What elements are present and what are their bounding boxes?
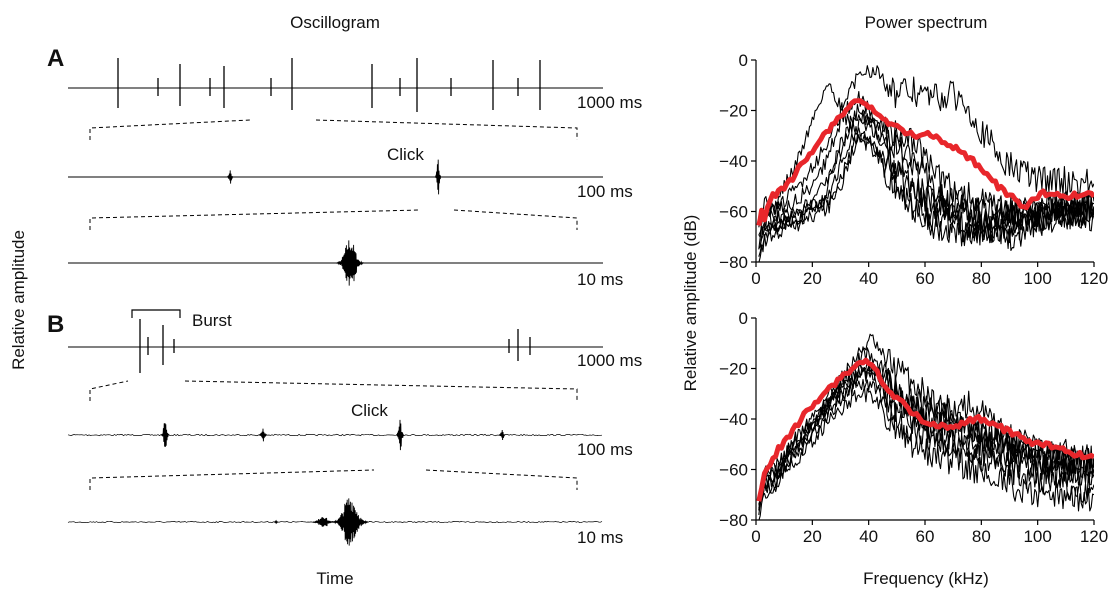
x-tick-label: 100 [1023,527,1051,546]
power-spectrum-heading: Power spectrum [865,13,988,32]
x-tick-label: 20 [803,269,822,288]
osc-a-zoom2-left [89,209,421,230]
osc-b-zoom2-left [89,469,375,490]
x-tick-label: 120 [1080,269,1108,288]
osc-b-100-click [395,419,405,451]
mean-spectrum-line [756,357,1094,502]
osc-b-100-burst [259,428,267,442]
x-tick-label: 0 [751,527,760,546]
scale-label-a-1000ms: 1000 ms [577,93,642,112]
osc-a-100-burst [227,170,234,184]
osc-b-zoom2-right [425,469,578,490]
osc-b-100-noise [67,433,603,437]
click-label-b: Click [351,401,388,420]
osc-b-10-burst [312,517,333,527]
osc-b-100-burst [499,429,506,441]
scale-label-a-100ms: 100 ms [577,182,633,201]
osc-b-zoom1-right [184,380,578,401]
oscillogram-heading: Oscillogram [290,13,380,32]
scale-label-b-1000ms: 1000 ms [577,351,642,370]
osc-a-zoom1-left [89,119,251,140]
x-tick-label: 0 [751,269,760,288]
y-tick-label: −80 [719,511,748,530]
x-tick-label: 100 [1023,269,1051,288]
x-tick-label: 20 [803,527,822,546]
y-tick-label: −40 [719,410,748,429]
left-y-label: Relative amplitude [9,230,28,370]
osc-b-10-burst [274,519,278,525]
x-tick-label: 60 [916,527,935,546]
x-tick-label: 60 [916,269,935,288]
osc-b-10-click [331,498,368,546]
scale-label-b-10ms: 10 ms [577,528,623,547]
osc-b-zoom1-left [89,380,129,401]
individual-spectrum-line [758,65,1094,228]
individual-spectrum-line [758,363,1094,510]
mean-spectrum-line [756,98,1094,227]
osc-a-100-click [434,159,442,195]
x-tick-label: 80 [972,269,991,288]
y-tick-label: −20 [719,360,748,379]
osc-b-100-burst [160,423,170,447]
left-x-label: Time [316,569,353,588]
individual-spectrum-line [758,130,1094,257]
y-tick-label: −60 [719,203,748,222]
burst-bracket [131,309,181,318]
osc-a-10-click [335,240,364,286]
y-tick-label: 0 [739,51,748,70]
osc-a-zoom1-right [315,119,578,140]
x-tick-label: 80 [972,527,991,546]
x-tick-label: 40 [859,527,878,546]
y-tick-label: −20 [719,102,748,121]
y-tick-label: 0 [739,309,748,328]
burst-label: Burst [192,311,232,330]
y-tick-label: −40 [719,152,748,171]
click-label-a: Click [387,145,424,164]
y-tick-label: −80 [719,253,748,272]
individual-spectrum-line [758,386,1094,512]
spectrum-chart-a: 0−20−40−60−800 20 40 60 80 100 120 [719,51,1108,288]
scale-label-b-100ms: 100 ms [577,440,633,459]
x-tick-label: 120 [1080,527,1108,546]
panel-letter-a: A [47,45,64,72]
individual-spectrum-line [758,134,1094,243]
spectrum-chart-b: 0−20−40−60−800 20 40 60 80 100 120 [719,309,1108,546]
oscillogram-traces [67,58,603,546]
panel-letter-b: B [47,311,64,338]
spectrum-y-label: Relative amplitude (dB) [681,215,700,392]
y-tick-label: −60 [719,461,748,480]
x-tick-label: 40 [859,269,878,288]
scale-label-a-10ms: 10 ms [577,270,623,289]
osc-a-zoom2-right [453,209,578,230]
spectrum-x-label: Frequency (kHz) [863,569,989,588]
